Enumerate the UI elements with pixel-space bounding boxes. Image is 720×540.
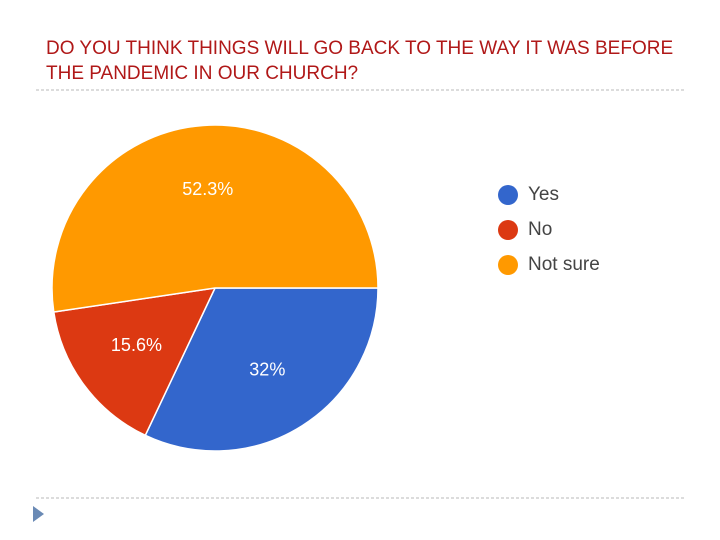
slice-label: 15.6% [111,335,162,355]
pie-slice [144,287,379,452]
legend-label: Yes [528,184,559,205]
bullet [33,506,44,522]
slice-label: 52.3% [182,179,233,199]
legend-label: No [528,219,552,240]
legend-label: Not sure [528,254,600,275]
legend-marker [498,220,518,240]
legend-marker [498,255,518,275]
legend-marker [498,185,518,205]
pie-slice [51,124,379,313]
slice-label: 32% [249,359,285,379]
chart-title: DO YOU THINK THINGS WILL GO BACK TO THE … [46,38,674,84]
pie-slice [52,287,217,437]
